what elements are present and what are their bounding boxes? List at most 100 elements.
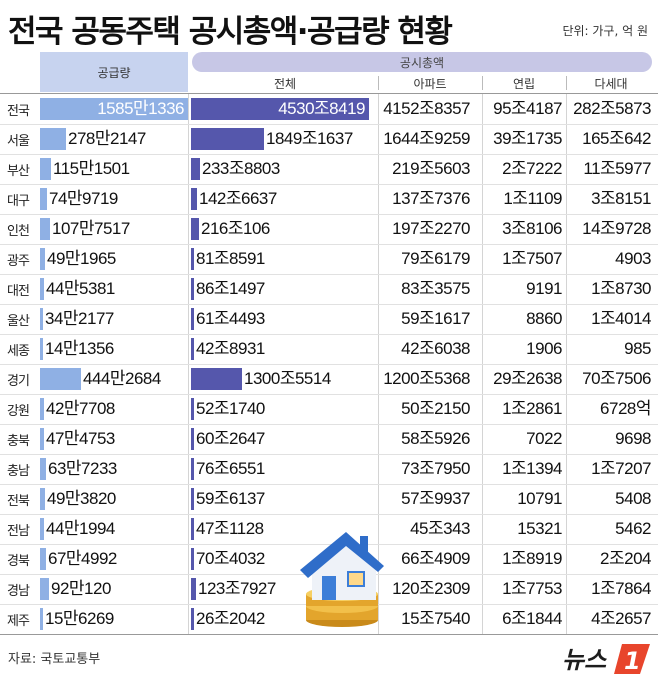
region-label: 강원 [7, 403, 30, 419]
news1-logo: 뉴스 1 [562, 644, 650, 675]
total-bar [191, 518, 194, 540]
total-bar [191, 218, 199, 240]
supply-bar [40, 248, 45, 270]
supply-bar [40, 368, 81, 390]
multi-value: 2조204 [600, 549, 651, 568]
apt-value: 50조2150 [401, 399, 470, 418]
region-label: 전북 [7, 493, 30, 509]
total-value: 86조1497 [196, 279, 265, 298]
region-label: 경기 [7, 373, 30, 389]
total-value: 216조106 [201, 219, 270, 238]
total-bar [191, 548, 194, 570]
multi-value: 985 [624, 339, 651, 358]
supply-value: 92만120 [51, 579, 111, 598]
row-divider [0, 514, 658, 515]
multi-value: 5408 [615, 489, 651, 508]
total-bar [191, 308, 194, 330]
apt-value: 15조7540 [401, 609, 470, 628]
region-label: 대전 [7, 283, 30, 299]
apt-value: 137조7376 [392, 189, 470, 208]
apt-value: 42조6038 [401, 339, 470, 358]
row-divider [0, 454, 658, 455]
region-label: 제주 [7, 613, 30, 629]
supply-value: 15만6269 [45, 609, 114, 628]
region-label: 충남 [7, 463, 30, 479]
multi-value: 6728억 [600, 399, 651, 418]
row-divider [0, 244, 658, 245]
region-label: 전남 [7, 523, 30, 539]
supply-bar [40, 128, 66, 150]
region-label: 대구 [7, 193, 30, 209]
apt-value: 120조2309 [392, 579, 470, 598]
multi-value: 11조5977 [583, 159, 651, 178]
supply-bar [40, 398, 44, 420]
region-label: 충북 [7, 433, 30, 449]
rowhouse-value: 10791 [517, 489, 562, 508]
supply-value: 49만3820 [47, 489, 116, 508]
unit-label: 단위: 가구, 억 원 [562, 24, 648, 38]
multi-value: 4조2657 [591, 609, 651, 628]
supply-bar [40, 458, 46, 480]
header-total: 전체 [273, 76, 297, 91]
row-divider [0, 424, 658, 425]
supply-bar [40, 428, 44, 450]
total-bar [191, 248, 194, 270]
total-bar [191, 158, 200, 180]
supply-value: 278만2147 [68, 129, 146, 148]
multi-value: 9698 [615, 429, 651, 448]
supply-bar [40, 578, 49, 600]
total-bar [191, 488, 194, 510]
total-value: 59조6137 [196, 489, 265, 508]
supply-value: 74만9719 [49, 189, 118, 208]
supply-bar [40, 608, 43, 630]
supply-bar [40, 518, 44, 540]
region-label: 경북 [7, 553, 30, 569]
rowhouse-value: 1조8919 [502, 549, 562, 568]
multi-value: 1조4014 [591, 309, 651, 328]
total-value: 70조4032 [196, 549, 265, 568]
supply-value: 63만7233 [48, 459, 117, 478]
total-value: 123조7927 [198, 579, 276, 598]
row-divider [0, 214, 658, 215]
region-label: 부산 [7, 163, 30, 179]
supply-bar [40, 488, 45, 510]
rowhouse-value: 9191 [526, 279, 562, 298]
apt-value: 45조343 [410, 519, 470, 538]
chart-title: 전국 공동주택 공시총액·공급량 현황 [8, 14, 453, 50]
table-bottom-rule [0, 634, 658, 635]
row-divider [0, 184, 658, 185]
rowhouse-value: 1조7753 [502, 579, 562, 598]
supply-value: 44만1994 [46, 519, 115, 538]
rowhouse-value: 1조1394 [502, 459, 562, 478]
total-value: 76조6551 [196, 459, 265, 478]
total-value: 1300조5514 [244, 369, 331, 388]
rowhouse-value: 1조2861 [502, 399, 562, 418]
header-separator [482, 76, 483, 90]
header-apt: 아파트 [413, 76, 447, 91]
multi-value: 1조8730 [591, 279, 651, 298]
supply-bar [40, 308, 43, 330]
row-divider [0, 274, 658, 275]
supply-bar [40, 278, 44, 300]
multi-value: 70조7506 [582, 369, 651, 388]
svg-text:뉴스: 뉴스 [562, 646, 607, 674]
supply-value: 1585만1336 [97, 99, 184, 118]
rowhouse-value: 1조7507 [502, 249, 562, 268]
multi-value: 5462 [615, 519, 651, 538]
supply-bar [40, 338, 43, 360]
total-value: 47조1128 [196, 519, 264, 538]
header-multi: 다세대 [594, 76, 628, 91]
rowhouse-value: 2조7222 [502, 159, 562, 178]
total-value: 26조2042 [196, 609, 265, 628]
total-bar [191, 398, 194, 420]
apt-value: 197조2270 [392, 219, 470, 238]
total-value: 1849조1637 [266, 129, 353, 148]
total-bar [191, 368, 242, 390]
rowhouse-value: 6조1844 [502, 609, 562, 628]
total-bar [191, 278, 194, 300]
multi-value: 1조7864 [591, 579, 651, 598]
supply-bar [40, 158, 51, 180]
region-label: 경남 [7, 583, 30, 599]
region-label: 서울 [7, 133, 30, 149]
apt-value: 4152조8357 [383, 99, 470, 118]
